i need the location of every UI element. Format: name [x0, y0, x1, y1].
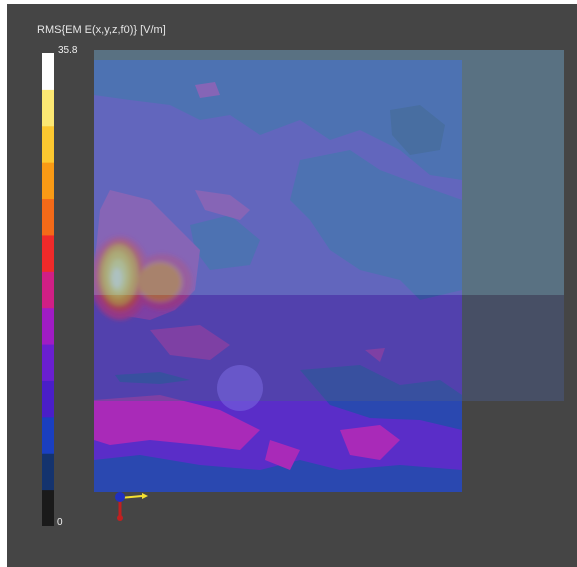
overlay-panel — [94, 50, 564, 295]
colorbar-segment — [42, 271, 54, 309]
colorbar-min-label: 0 — [57, 517, 63, 528]
field-region-blue — [94, 455, 462, 492]
field-region-magenta — [150, 325, 230, 360]
colorbar-segment — [42, 125, 54, 163]
axis-triad-icon — [115, 492, 148, 521]
field-region-magenta — [94, 395, 260, 450]
colorbar-segment — [42, 453, 54, 491]
colorbar-max-label: 35.8 — [58, 45, 78, 56]
probe-sphere[interactable] — [217, 365, 263, 411]
overlay-panel — [94, 295, 564, 401]
legend-title: RMS{EM E(x,y,z,f0)} [V/m] — [37, 24, 166, 36]
field-region-magenta — [265, 440, 300, 470]
colorbar-segment — [42, 344, 54, 381]
colorbar-segment — [42, 162, 54, 200]
colorbar-segment — [42, 234, 54, 272]
colorbar-segment — [42, 198, 54, 236]
colorbar-segment — [42, 380, 54, 418]
colorbar — [42, 53, 54, 526]
field-region-magenta — [365, 348, 385, 362]
field-region-magenta — [340, 425, 400, 460]
colorbar-segment — [42, 89, 54, 127]
field-region-blue — [115, 372, 190, 384]
colorbar-segment — [42, 416, 54, 454]
colorbar-segment — [42, 53, 54, 90]
field-region-blue — [300, 365, 462, 430]
colorbar-segment — [42, 307, 54, 345]
colorbar-segment — [42, 489, 54, 526]
